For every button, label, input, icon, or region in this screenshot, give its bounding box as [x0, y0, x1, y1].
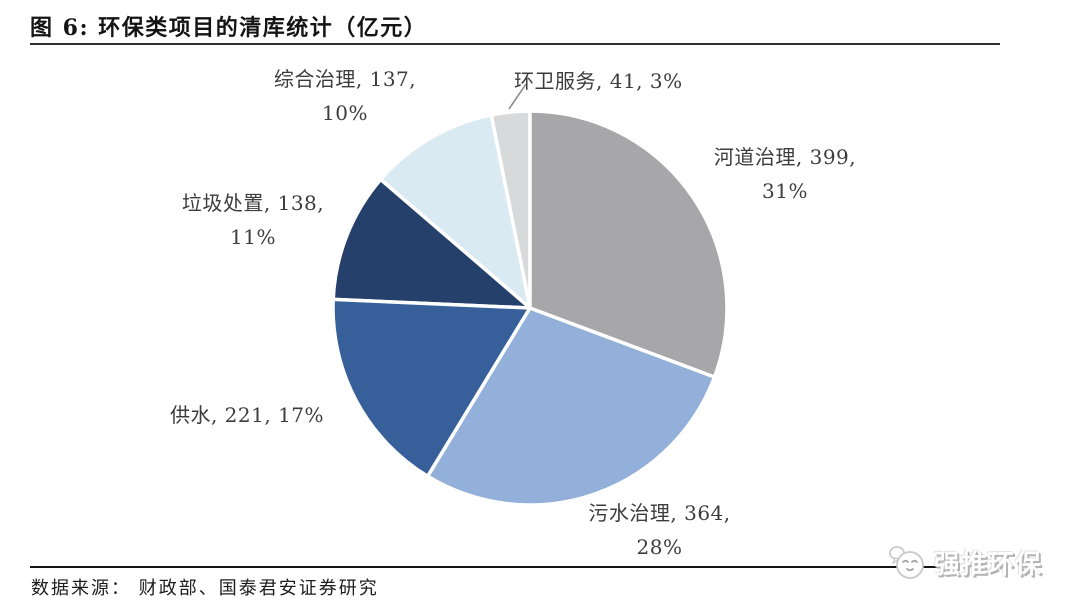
- label-river-line2: 31%: [762, 179, 808, 203]
- label-sewage-treatment: 污水治理, 364, 28%: [552, 496, 767, 564]
- label-river-line1: 河道治理, 399,: [713, 145, 857, 169]
- pie-slice-comprehensive-treatment: [378, 113, 532, 310]
- bottom-divider: [30, 566, 952, 568]
- label-water-supply: 供水, 221, 17%: [147, 398, 347, 432]
- pie-slice-water-supply: [331, 297, 532, 479]
- label-comprehensive-line1: 综合治理, 137,: [273, 67, 417, 91]
- label-waste-line2: 11%: [230, 225, 276, 249]
- label-sanitation-line1: 环卫服务, 41, 3%: [514, 69, 683, 93]
- pie-slice-river-treatment: [528, 109, 729, 379]
- pie-slice-sewage-treatment: [425, 306, 717, 507]
- pie-slice-waste-disposal: [331, 177, 532, 310]
- label-comprehensive-line2: 10%: [322, 101, 368, 125]
- label-sanitation-service: 环卫服务, 41, 3%: [514, 64, 744, 98]
- label-sewage-line1: 污水治理, 364,: [588, 501, 731, 525]
- label-waste-disposal: 垃圾处置, 138, 11%: [143, 186, 363, 254]
- label-river-treatment: 河道治理, 399, 31%: [680, 140, 890, 208]
- figure-title: 图 6: 环保类项目的清库统计（亿元）: [30, 15, 428, 41]
- label-watersupply-line1: 供水, 221, 17%: [169, 403, 325, 427]
- source-note: 数据来源： 财政部、国泰君安证券研究: [31, 578, 379, 599]
- watermark-text: 强推环保: [934, 550, 1043, 580]
- label-comprehensive-treatment: 综合治理, 137, 10%: [235, 62, 455, 130]
- label-sewage-line2: 28%: [636, 535, 683, 559]
- label-waste-line1: 垃圾处置, 138,: [181, 191, 325, 215]
- leader-line-sanitation: [508, 83, 527, 110]
- watermark: 强推环保: [888, 540, 1063, 585]
- title-divider: [30, 43, 1000, 45]
- mascot-face-icon: [889, 545, 924, 579]
